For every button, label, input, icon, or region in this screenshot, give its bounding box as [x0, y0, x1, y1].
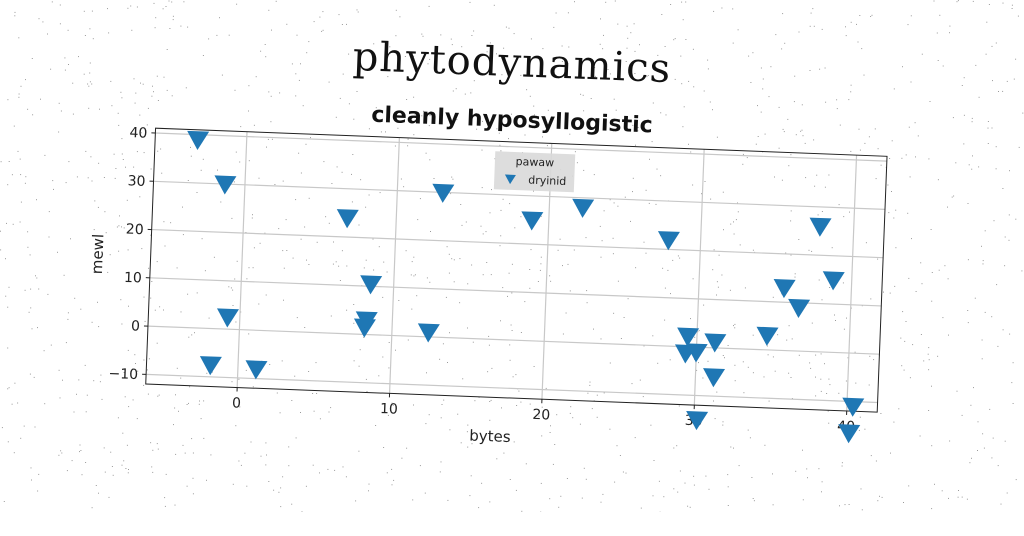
data-point [756, 327, 779, 347]
data-point [199, 356, 222, 376]
data-point [702, 368, 725, 388]
y-grid-line [152, 230, 883, 258]
data-point [245, 360, 268, 380]
data-point [186, 131, 209, 151]
data-point [657, 231, 680, 251]
data-point [773, 279, 796, 299]
x-tick-label: 0 [232, 395, 242, 411]
data-point [822, 271, 845, 291]
data-point [787, 299, 810, 319]
y-tick-label: 10 [124, 270, 142, 287]
y-grid-line [150, 278, 881, 306]
x-grid-line [390, 138, 400, 394]
data-point [214, 175, 237, 195]
data-point [216, 308, 239, 328]
data-point [704, 333, 727, 353]
y-tick-label: 40 [129, 125, 147, 142]
data-point [432, 184, 455, 204]
legend: pawaw dryinid [494, 151, 575, 192]
data-point [842, 398, 865, 418]
data-point [417, 323, 440, 343]
y-tick-label: 30 [127, 173, 145, 190]
y-ticks: −10 0 10 20 30 40 [108, 125, 155, 384]
data-point [336, 209, 359, 229]
y-tick-label: 20 [126, 222, 144, 239]
data-point [359, 275, 382, 295]
y-axis-label: mewl [88, 234, 108, 275]
data-point [571, 199, 594, 219]
x-grid-line [847, 155, 857, 411]
legend-title: pawaw [515, 155, 554, 169]
y-tick-label: 0 [131, 318, 141, 334]
data-point [521, 211, 544, 231]
x-tick-label: 10 [380, 401, 398, 418]
legend-series-label: dryinid [528, 174, 567, 188]
data-point [809, 218, 832, 238]
x-axis-label: bytes [469, 426, 511, 446]
x-tick-label: 20 [532, 407, 550, 424]
y-tick-label: −10 [108, 366, 138, 383]
x-grid-line [237, 132, 247, 388]
x-grid-line [694, 149, 704, 405]
